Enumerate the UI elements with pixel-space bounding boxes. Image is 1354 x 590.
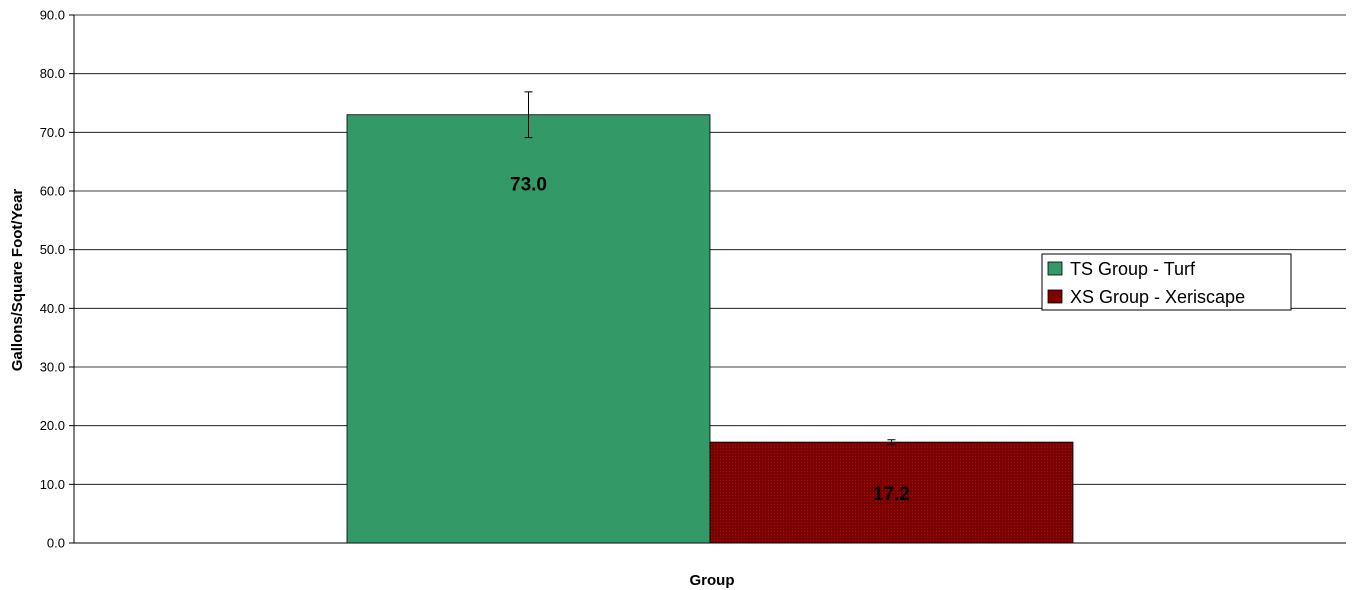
data-label-ts: 73.0 xyxy=(510,175,547,196)
y-tick-label: 10.0 xyxy=(40,477,65,492)
y-tick-label: 50.0 xyxy=(40,242,65,257)
legend-label-ts: TS Group - Turf xyxy=(1070,259,1196,279)
y-tick-label: 40.0 xyxy=(40,301,65,316)
y-tick-labels: 0.0 10.0 20.0 30.0 40.0 50.0 60.0 70.0 80.0 90.0 xyxy=(40,8,65,551)
y-tick-label: 80.0 xyxy=(40,66,65,81)
y-tick-label: 30.0 xyxy=(40,360,65,375)
y-tick-label: 60.0 xyxy=(40,184,65,199)
legend: TS Group - Turf XS Group - Xeriscape xyxy=(1041,253,1292,311)
y-tick-label: 70.0 xyxy=(40,125,65,140)
legend-swatch-xs xyxy=(1047,289,1063,304)
y-tick-label: 20.0 xyxy=(40,418,65,433)
error-bars xyxy=(524,91,896,445)
legend-box xyxy=(1041,253,1292,311)
legend-label-xs: XS Group - Xeriscape xyxy=(1070,287,1245,307)
bar-ts-turf xyxy=(346,114,711,544)
bar-xs-xeriscape xyxy=(709,441,1074,544)
x-axis-title: Group xyxy=(690,572,735,589)
y-axis-title: Gallons/Square Foot/Year xyxy=(9,189,26,372)
legend-swatch-ts xyxy=(1047,261,1063,276)
data-labels: 73.0 17.2 xyxy=(510,175,910,505)
data-label-xs: 17.2 xyxy=(873,484,910,505)
y-tick-label: 0.0 xyxy=(47,536,65,551)
y-tick-label: 90.0 xyxy=(40,8,65,23)
bars xyxy=(346,114,1074,544)
